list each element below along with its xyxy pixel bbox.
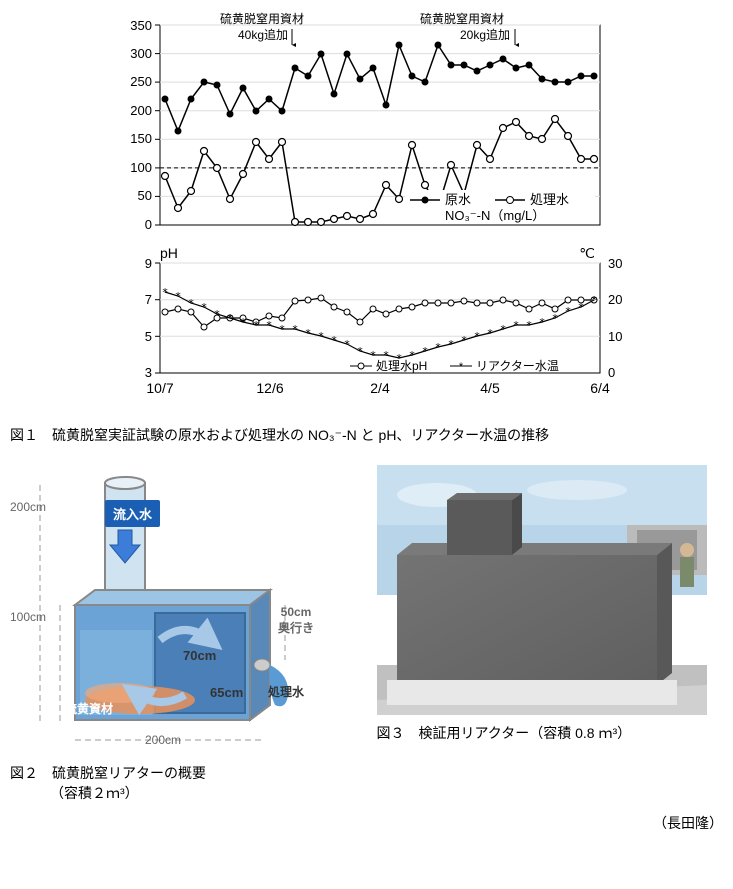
svg-text:10: 10: [608, 329, 622, 344]
svg-text:20kg追加: 20kg追加: [460, 27, 510, 42]
svg-text:250: 250: [130, 74, 152, 89]
svg-text:*: *: [240, 316, 247, 329]
svg-text:5: 5: [145, 329, 152, 344]
svg-text:*: *: [552, 312, 559, 325]
svg-text:70cm: 70cm: [183, 648, 216, 663]
legend-shorisui: 処理水: [530, 192, 569, 207]
svg-text:*: *: [539, 316, 546, 329]
svg-text:*: *: [565, 305, 572, 318]
svg-text:3: 3: [145, 365, 152, 380]
svg-text:*: *: [175, 290, 182, 303]
svg-text:*: *: [474, 330, 481, 343]
svg-text:*: *: [448, 338, 455, 351]
svg-text:*: *: [422, 345, 429, 358]
svg-text:*: *: [591, 294, 598, 307]
svg-text:*: *: [459, 361, 464, 373]
outflow-label: 処理水: [268, 683, 304, 700]
svg-text:硫黄脱窒用資材: 硫黄脱窒用資材: [220, 11, 304, 26]
x-tick-0: 10/7: [146, 380, 173, 396]
svg-text:20: 20: [608, 292, 622, 307]
svg-text:200: 200: [130, 103, 152, 118]
legend-temp: リアクター水温: [476, 359, 559, 373]
svg-text:*: *: [279, 323, 286, 336]
svg-text:*: *: [513, 319, 520, 332]
legend-ph: 処理水pH: [376, 359, 427, 373]
svg-text:*: *: [162, 286, 169, 299]
fig1-caption: 図１ 硫黄脱窒実証試験の原水および処理水の NO₃⁻-N と pH、リアクター水…: [10, 425, 723, 445]
sulfur-label: 硫黄資材: [65, 700, 113, 717]
dim-100h: 100cm: [10, 610, 46, 624]
x-tick-3: 4/5: [480, 380, 500, 396]
svg-text:*: *: [526, 319, 533, 332]
svg-text:*: *: [227, 312, 234, 325]
svg-text:*: *: [500, 323, 507, 336]
dim-50d: 50cm 奥行き: [278, 605, 314, 636]
dim-200h: 200cm: [10, 500, 46, 514]
svg-text:*: *: [266, 319, 273, 332]
dim-200w: 200cm: [145, 733, 181, 747]
svg-text:*: *: [214, 308, 221, 321]
fig2-caption-1: 図２ 硫黄脱窒リアターの概要: [10, 763, 357, 783]
temp-label: ℃: [579, 245, 595, 261]
svg-text:40kg追加: 40kg追加: [238, 27, 288, 42]
svg-text:*: *: [305, 327, 312, 340]
svg-text:0: 0: [608, 365, 615, 380]
svg-text:*: *: [357, 345, 364, 358]
fig3-photo: [377, 465, 724, 715]
fig2-diagram: 70cm 65cm 流入水 200cm 100cm 200cm 50cm 奥行き…: [10, 465, 320, 755]
author: （長田隆）: [10, 813, 723, 833]
svg-text:*: *: [292, 323, 299, 336]
svg-text:150: 150: [130, 131, 152, 146]
svg-text:*: *: [435, 341, 442, 354]
svg-text:300: 300: [130, 46, 152, 61]
chart2-ph-temp: 9 7 5 3 30 20 10 0 pH ℃ * * * * * * * * * * * * * * * * * * * * * *…: [110, 245, 723, 415]
svg-text:350: 350: [130, 18, 152, 33]
chart1-no3n: 0 50 100 150 200 250 300 350 硫黄脱窒用資材 40k…: [110, 10, 723, 240]
fig3-caption: 図３ 検証用リアクター（容積 0.8 ｍ³）: [377, 723, 724, 743]
svg-text:*: *: [487, 327, 494, 340]
svg-text:9: 9: [145, 256, 152, 271]
inflow-label: 流入水: [105, 500, 160, 527]
x-tick-1: 12/6: [256, 380, 283, 396]
legend-genrui: 原水: [445, 192, 471, 207]
svg-text:65cm: 65cm: [210, 685, 243, 700]
svg-text:100: 100: [130, 160, 152, 175]
svg-text:*: *: [201, 301, 208, 314]
svg-text:*: *: [461, 334, 468, 347]
svg-text:*: *: [188, 297, 195, 310]
svg-text:*: *: [578, 301, 585, 314]
fig2-caption-2: （容積２ｍ³）: [50, 783, 357, 803]
svg-text:50: 50: [138, 188, 152, 203]
svg-text:*: *: [253, 319, 260, 332]
x-tick-4: 6/4: [590, 380, 610, 396]
ph-label: pH: [160, 245, 178, 261]
x-tick-2: 2/4: [370, 380, 390, 396]
svg-text:7: 7: [145, 292, 152, 307]
svg-text:*: *: [344, 338, 351, 351]
svg-text:30: 30: [608, 256, 622, 271]
y-axis-label: NO₃⁻-N（mg/L）: [445, 208, 545, 223]
svg-text:0: 0: [145, 217, 152, 232]
svg-text:硫黄脱窒用資材: 硫黄脱窒用資材: [420, 11, 504, 26]
svg-text:*: *: [331, 334, 338, 347]
svg-text:*: *: [318, 330, 325, 343]
